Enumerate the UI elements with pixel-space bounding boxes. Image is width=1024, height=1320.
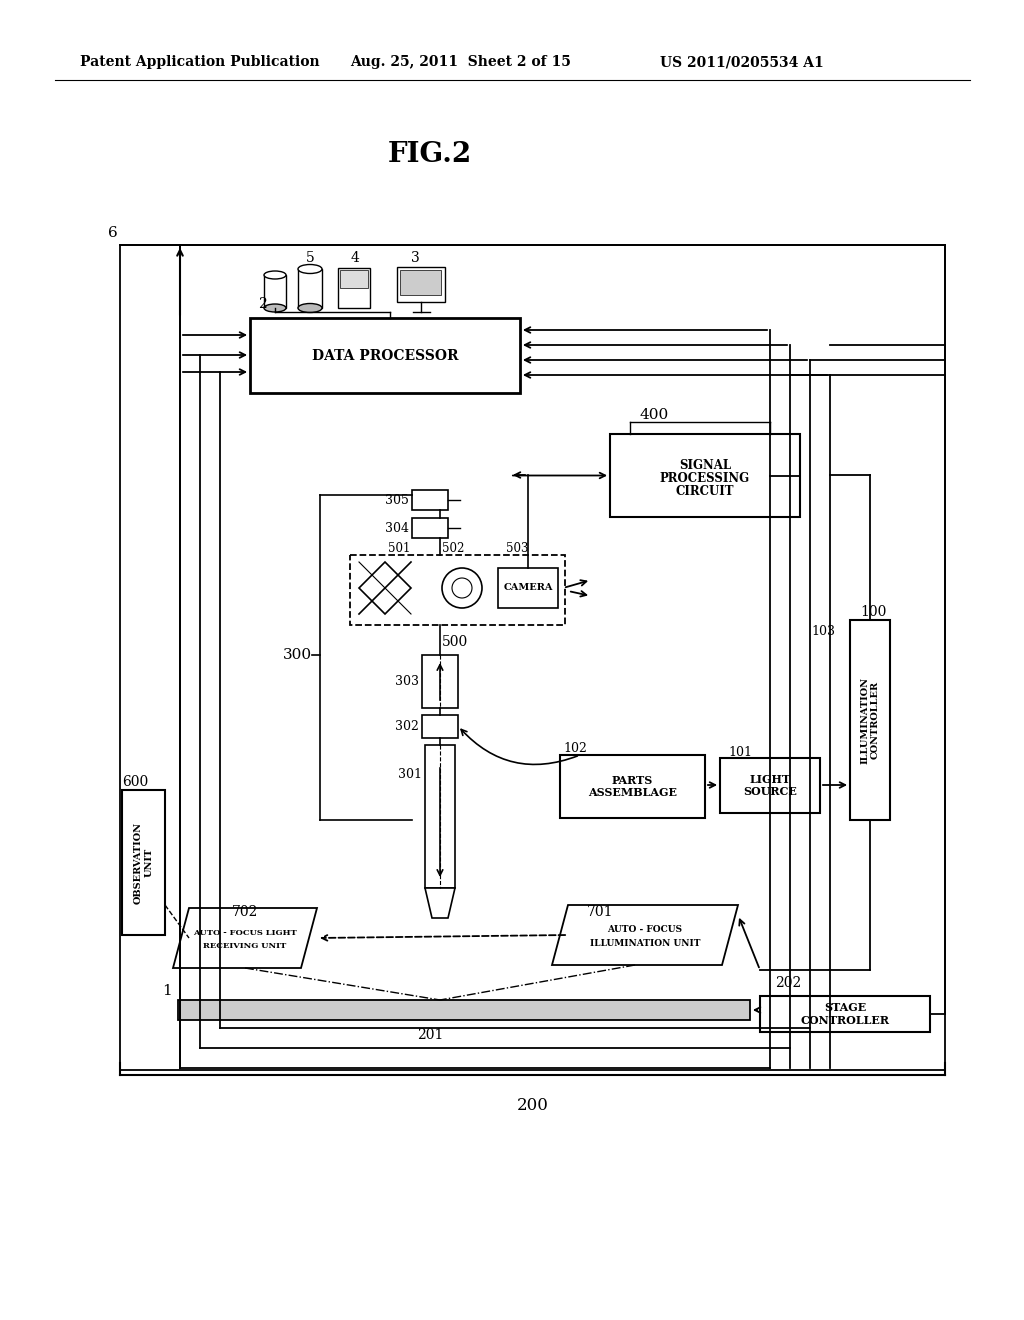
Text: FIG.2: FIG.2	[388, 141, 472, 169]
Text: 6: 6	[108, 226, 118, 240]
Text: 400: 400	[640, 408, 670, 422]
Ellipse shape	[264, 271, 286, 279]
FancyBboxPatch shape	[425, 744, 455, 888]
Text: CIRCUIT: CIRCUIT	[676, 484, 734, 498]
Text: 501: 501	[388, 541, 411, 554]
Text: 503: 503	[506, 541, 528, 554]
Polygon shape	[338, 268, 370, 308]
Text: 100: 100	[860, 605, 887, 619]
Polygon shape	[425, 888, 455, 917]
Text: 101: 101	[728, 746, 752, 759]
Circle shape	[442, 568, 482, 609]
FancyBboxPatch shape	[560, 755, 705, 818]
Text: 201: 201	[417, 1028, 443, 1041]
Text: 2: 2	[258, 297, 266, 312]
Text: CAMERA: CAMERA	[503, 583, 553, 593]
Text: 301: 301	[398, 768, 422, 781]
Text: RECEIVING UNIT: RECEIVING UNIT	[204, 942, 287, 950]
FancyBboxPatch shape	[422, 715, 458, 738]
Text: SIGNAL: SIGNAL	[679, 459, 731, 473]
Text: 302: 302	[395, 719, 419, 733]
Text: 3: 3	[411, 251, 420, 265]
Text: ILLUMINATION
CONTROLLER: ILLUMINATION CONTROLLER	[860, 676, 880, 763]
Text: ILLUMINATION UNIT: ILLUMINATION UNIT	[590, 940, 700, 949]
Text: 4: 4	[350, 251, 359, 265]
Text: US 2011/0205534 A1: US 2011/0205534 A1	[660, 55, 823, 69]
Ellipse shape	[264, 304, 286, 312]
Text: DATA PROCESSOR: DATA PROCESSOR	[311, 348, 459, 363]
Polygon shape	[552, 906, 738, 965]
FancyBboxPatch shape	[720, 758, 820, 813]
Text: 701: 701	[587, 906, 613, 919]
Text: OBSERVATION
UNIT: OBSERVATION UNIT	[134, 821, 154, 903]
Text: STAGE
CONTROLLER: STAGE CONTROLLER	[801, 1002, 890, 1026]
FancyBboxPatch shape	[340, 271, 368, 288]
FancyBboxPatch shape	[850, 620, 890, 820]
FancyBboxPatch shape	[610, 434, 800, 517]
Text: 305: 305	[385, 494, 409, 507]
FancyBboxPatch shape	[122, 789, 165, 935]
FancyBboxPatch shape	[298, 269, 322, 308]
FancyBboxPatch shape	[412, 517, 449, 539]
Text: 303: 303	[395, 675, 419, 688]
Text: 702: 702	[231, 906, 258, 919]
Text: 102: 102	[563, 742, 587, 755]
Text: 5: 5	[305, 251, 314, 265]
FancyBboxPatch shape	[350, 554, 565, 624]
Text: 202: 202	[775, 975, 801, 990]
Polygon shape	[359, 562, 411, 614]
Text: 600: 600	[122, 775, 148, 789]
Text: 500: 500	[442, 635, 468, 649]
Text: Aug. 25, 2011  Sheet 2 of 15: Aug. 25, 2011 Sheet 2 of 15	[350, 55, 570, 69]
FancyBboxPatch shape	[400, 271, 441, 294]
Text: 103: 103	[811, 624, 835, 638]
Circle shape	[452, 578, 472, 598]
Text: 200: 200	[516, 1097, 549, 1114]
Text: Patent Application Publication: Patent Application Publication	[80, 55, 319, 69]
FancyBboxPatch shape	[422, 655, 458, 708]
Text: 1: 1	[162, 983, 172, 998]
FancyBboxPatch shape	[412, 490, 449, 510]
FancyBboxPatch shape	[397, 267, 445, 302]
FancyBboxPatch shape	[250, 318, 520, 393]
Polygon shape	[173, 908, 317, 968]
Text: 300: 300	[283, 648, 312, 663]
Text: AUTO - FOCUS LIGHT: AUTO - FOCUS LIGHT	[194, 929, 297, 937]
Text: LIGHT
SOURCE: LIGHT SOURCE	[743, 774, 797, 797]
Text: 304: 304	[385, 521, 409, 535]
Text: PROCESSING: PROCESSING	[659, 473, 750, 484]
Ellipse shape	[298, 264, 322, 273]
Text: 502: 502	[442, 541, 464, 554]
FancyBboxPatch shape	[178, 1001, 750, 1020]
FancyBboxPatch shape	[264, 275, 286, 308]
Ellipse shape	[298, 304, 322, 313]
Text: PARTS
ASSEMBLAGE: PARTS ASSEMBLAGE	[588, 775, 677, 799]
FancyBboxPatch shape	[498, 568, 558, 609]
Text: AUTO - FOCUS: AUTO - FOCUS	[607, 925, 683, 935]
FancyBboxPatch shape	[760, 997, 930, 1032]
